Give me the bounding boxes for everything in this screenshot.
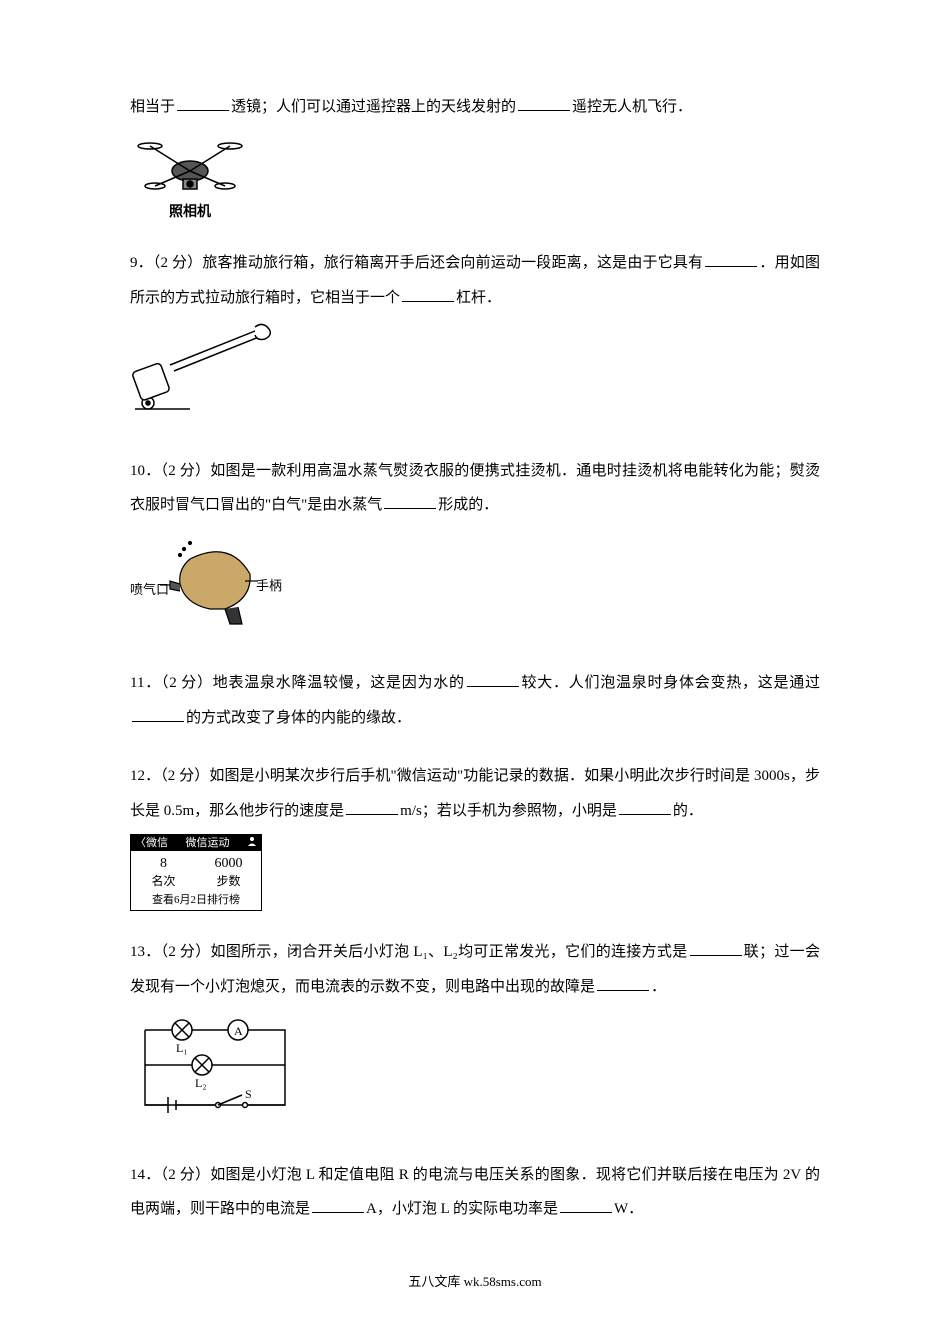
q10-text: 10．（2 分）如图是一款利用高温水蒸气熨烫衣服的便携式挂烫机．通电时挂烫机将电… (130, 454, 820, 523)
blank (619, 799, 671, 815)
q14-text-b: A，小灯泡 L 的实际电功率是 (366, 1201, 558, 1217)
q12-text-c: 的． (673, 803, 703, 819)
circuit-icon: A (130, 1010, 300, 1120)
question-14: 14．（2 分）如图是小灯泡 L 和定值电阻 R 的电流与电压关系的图象．现将它… (130, 1158, 820, 1227)
q9-text-c: 杠杆． (456, 290, 501, 306)
q13-text: 13．（2 分）如图所示，闭合开关后小灯泡 L₁、L₂均可正常发光，它们的连接方… (130, 935, 820, 1004)
wechat-bottom: 查看6月2日排行榜 (131, 891, 261, 910)
q10-text-b: 形成的． (438, 497, 498, 513)
q11-text-c: 的方式改变了身体的内能的缘故． (186, 710, 411, 726)
question-10: 10．（2 分）如图是一款利用高温水蒸气熨烫衣服的便携式挂烫机．通电时挂烫机将电… (130, 454, 820, 643)
question-11: 11．（2 分）地表温泉水降温较慢，这是因为水的 较大．人们泡温泉时身体会变热，这… (130, 666, 820, 735)
wechat-rank-label: 名次 (131, 874, 196, 890)
blank (312, 1197, 364, 1213)
question-8-continued: 相当于 透镜；人们可以通过遥控器上的天线发射的 遥控无人机飞行． (130, 90, 820, 222)
q10-label-left: 喷气口 (130, 575, 169, 605)
q12-points: （2 分） (160, 768, 209, 784)
exam-page: 相当于 透镜；人们可以通过遥控器上的天线发射的 遥控无人机飞行． (0, 0, 950, 1337)
wechat-row-labels: 名次 步数 (131, 874, 261, 892)
q11-number: 11． (130, 675, 161, 691)
q9-points: （2 分） (153, 255, 202, 271)
q8-text: 相当于 透镜；人们可以通过遥控器上的天线发射的 遥控无人机飞行． (130, 90, 820, 125)
q8-figure-label: 照相机 (130, 203, 250, 223)
q12-text: 12．（2 分）如图是小明某次步行后手机"微信运动"功能记录的数据．如果小明此次… (130, 759, 820, 828)
q11-points: （2 分） (161, 675, 213, 691)
wechat-card: 〈微信 微信运动 8 6000 名次 步数 查看6月2日排行榜 (130, 834, 262, 911)
blank (132, 706, 184, 722)
blank (690, 940, 742, 956)
question-13: 13．（2 分）如图所示，闭合开关后小灯泡 L₁、L₂均可正常发光，它们的连接方… (130, 935, 820, 1134)
q11-text-b: 较大．人们泡温泉时身体会变热，这是通过 (521, 675, 820, 691)
q13-text-a: 如图所示，闭合开关后小灯泡 L₁、L₂均可正常发光，它们的连接方式是 (211, 944, 688, 960)
q14-points: （2 分） (161, 1167, 211, 1183)
switch-label: S (245, 1087, 252, 1101)
question-12: 12．（2 分）如图是小明某次步行后手机"微信运动"功能记录的数据．如果小明此次… (130, 759, 820, 911)
q9-figure (130, 321, 290, 430)
q11-text: 11．（2 分）地表温泉水降温较慢，这是因为水的 较大．人们泡温泉时身体会变热，这… (130, 666, 820, 735)
q13-text-c: ． (651, 979, 666, 995)
q14-text-c: W． (614, 1201, 643, 1217)
blank (402, 286, 454, 302)
q10-points: （2 分） (161, 463, 211, 479)
blank (705, 251, 757, 267)
wechat-header: 〈微信 微信运动 (131, 835, 261, 851)
ammeter-label: A (234, 1024, 243, 1038)
q8-text-c: 遥控无人机飞行． (572, 99, 692, 115)
question-9: 9．（2 分）旅客推动旅行箱，旅行箱离开手后还会向前运动一段距离，这是由于它具有… (130, 246, 820, 430)
q10-number: 10． (130, 463, 161, 479)
drone-icon (135, 131, 245, 201)
wechat-header-center: 微信运动 (186, 836, 230, 850)
q8-figure: 照相机 (130, 131, 250, 223)
wechat-steps-value: 6000 (196, 855, 261, 873)
q9-text: 9．（2 分）旅客推动旅行箱，旅行箱离开手后还会向前运动一段距离，这是由于它具有… (130, 246, 820, 315)
blank (177, 95, 229, 111)
q8-text-a: 相当于 (130, 99, 175, 115)
wechat-steps-label: 步数 (196, 874, 261, 890)
q12-figure: 〈微信 微信运动 8 6000 名次 步数 查看6月2日排行榜 (130, 834, 820, 911)
person-icon (247, 836, 257, 850)
blank (597, 975, 649, 991)
q10-label-right: 手柄 (256, 571, 282, 601)
q10-figure: 喷气口 手柄 (130, 529, 310, 643)
wechat-header-left: 〈微信 (135, 836, 168, 850)
blank (346, 799, 398, 815)
suitcase-icon (130, 321, 290, 416)
q13-figure: A (130, 1010, 290, 1134)
q13-points: （2 分） (161, 944, 211, 960)
q11-text-a: 地表温泉水降温较慢，这是因为水的 (213, 675, 465, 691)
wechat-row-values: 8 6000 (131, 851, 261, 873)
q13-number: 13． (130, 944, 161, 960)
page-footer: 五八文库 wk.58sms.com (130, 1267, 820, 1297)
l2-label: L₂ (195, 1076, 207, 1090)
q12-text-b: m/s；若以手机为参照物，小明是 (400, 803, 617, 819)
wechat-rank-value: 8 (131, 855, 196, 873)
q14-text: 14．（2 分）如图是小灯泡 L 和定值电阻 R 的电流与电压关系的图象．现将它… (130, 1158, 820, 1227)
blank (518, 95, 570, 111)
q8-text-b: 透镜；人们可以通过遥控器上的天线发射的 (231, 99, 516, 115)
l1-label: L₁ (176, 1041, 188, 1055)
blank (467, 671, 519, 687)
q9-number: 9． (130, 255, 153, 271)
blank (560, 1197, 612, 1213)
q9-text-a: 旅客推动旅行箱，旅行箱离开手后还会向前运动一段距离，这是由于它具有 (202, 255, 703, 271)
q12-number: 12． (130, 768, 160, 784)
q14-number: 14． (130, 1167, 161, 1183)
blank (384, 493, 436, 509)
